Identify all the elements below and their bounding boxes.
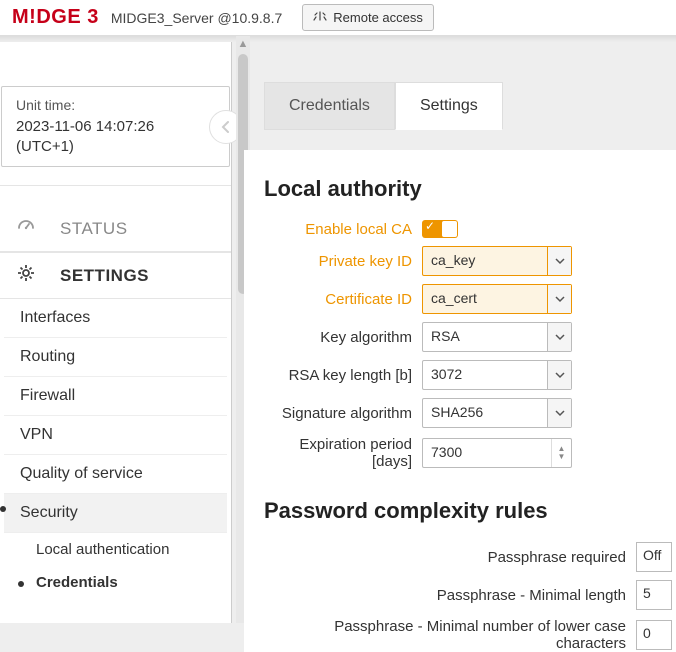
certificate-id-value: ca_cert <box>423 285 547 313</box>
expiration-value: 7300 <box>423 439 551 467</box>
passphrase-minlower-label: Passphrase - Minimal number of lower cas… <box>264 618 626 652</box>
passphrase-required-label: Passphrase required <box>488 549 626 566</box>
nav-status[interactable]: STATUS <box>0 206 231 252</box>
signature-algorithm-select[interactable]: SHA256 <box>422 398 572 428</box>
chevron-down-icon <box>547 247 571 275</box>
private-key-id-select[interactable]: ca_key <box>422 246 572 276</box>
sidebar-sub-credentials[interactable]: Credentials <box>0 566 231 599</box>
nav-settings[interactable]: SETTINGS <box>0 252 231 299</box>
spinner-icon: ▲▼ <box>551 439 571 467</box>
private-key-id-label: Private key ID <box>264 253 412 270</box>
section-title-local-authority: Local authority <box>264 176 676 202</box>
rsa-length-label: RSA key length [b] <box>264 367 412 384</box>
private-key-id-value: ca_key <box>423 247 547 275</box>
passphrase-minlower-input[interactable]: 0 <box>636 620 672 650</box>
chevron-down-icon <box>547 399 571 427</box>
unit-time-box: Unit time: 2023-11-06 14:07:26 (UTC+1) <box>1 86 230 167</box>
content-panel: Credentials Settings Local authority Ena… <box>232 42 676 623</box>
sidebar-item-interfaces[interactable]: Interfaces <box>4 299 227 338</box>
sidebar-item-firewall[interactable]: Firewall <box>4 377 227 416</box>
section-title-password-rules: Password complexity rules <box>264 498 676 524</box>
sidebar-item-qos[interactable]: Quality of service <box>4 455 227 494</box>
expiration-spinner[interactable]: 7300 ▲▼ <box>422 438 572 468</box>
tab-settings[interactable]: Settings <box>395 82 503 130</box>
sidebar-item-vpn[interactable]: VPN <box>4 416 227 455</box>
nav-status-label: STATUS <box>60 219 128 239</box>
tab-credentials[interactable]: Credentials <box>264 82 395 130</box>
header-bar: M!DGE 3 MIDGE3_Server @10.9.8.7 Remote a… <box>0 0 676 36</box>
dashboard-icon <box>16 216 48 241</box>
antenna-icon <box>313 9 327 26</box>
chevron-down-icon <box>547 361 571 389</box>
passphrase-required-select[interactable]: Off <box>636 542 672 572</box>
chevron-down-icon <box>547 285 571 313</box>
chevron-down-icon <box>547 323 571 351</box>
unit-time-label: Unit time: <box>16 97 215 113</box>
server-label: MIDGE3_Server @10.9.8.7 <box>111 10 282 26</box>
remote-access-label: Remote access <box>333 10 423 25</box>
signature-algorithm-value: SHA256 <box>423 399 547 427</box>
remote-access-button[interactable]: Remote access <box>302 4 434 31</box>
key-algorithm-select[interactable]: RSA <box>422 322 572 352</box>
sidebar-sub-local-auth[interactable]: Local authentication <box>0 533 231 566</box>
certificate-id-select[interactable]: ca_cert <box>422 284 572 314</box>
nav-settings-label: SETTINGS <box>60 266 149 286</box>
app-logo: M!DGE 3 <box>12 6 99 29</box>
sidebar-item-security[interactable]: Security <box>4 494 227 533</box>
rsa-length-select[interactable]: 3072 <box>422 360 572 390</box>
gear-icon <box>16 263 48 288</box>
tabs: Credentials Settings <box>264 82 676 130</box>
rsa-length-value: 3072 <box>423 361 547 389</box>
key-algorithm-label: Key algorithm <box>264 329 412 346</box>
passphrase-minlen-input[interactable]: 5 <box>636 580 672 610</box>
sidebar: Unit time: 2023-11-06 14:07:26 (UTC+1) S… <box>0 42 232 623</box>
passphrase-minlen-label: Passphrase - Minimal length <box>437 587 626 604</box>
enable-local-ca-label: Enable local CA <box>264 221 412 238</box>
unit-time-value: 2023-11-06 14:07:26 (UTC+1) <box>16 117 215 156</box>
expiration-label: Expiration period [days] <box>264 436 412 470</box>
sidebar-item-routing[interactable]: Routing <box>4 338 227 377</box>
signature-algorithm-label: Signature algorithm <box>264 405 412 422</box>
certificate-id-label: Certificate ID <box>264 291 412 308</box>
enable-local-ca-toggle[interactable] <box>422 220 458 238</box>
key-algorithm-value: RSA <box>423 323 547 351</box>
